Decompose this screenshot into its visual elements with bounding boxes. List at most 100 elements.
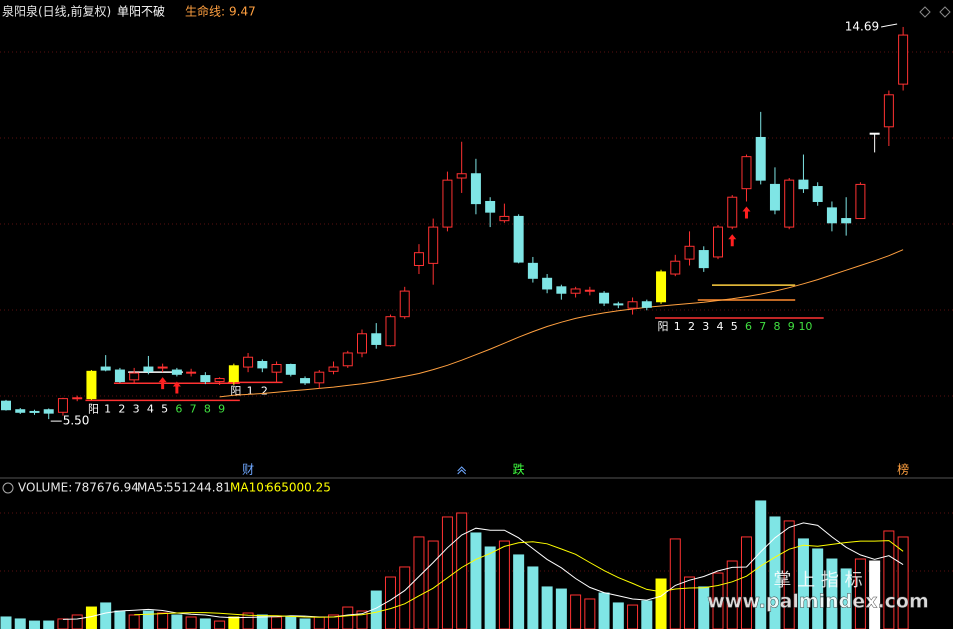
count-label: 9 bbox=[218, 402, 225, 415]
candle-body bbox=[613, 303, 624, 306]
price-annotation: 5.50 bbox=[63, 414, 90, 428]
volume-bar bbox=[71, 614, 83, 629]
volume-bar bbox=[684, 576, 696, 629]
count-label: 1 bbox=[674, 320, 681, 333]
candle-body bbox=[456, 173, 467, 179]
volume-bar bbox=[28, 620, 40, 629]
volume-bar bbox=[527, 566, 539, 629]
volume-value: 787676.94 bbox=[74, 481, 139, 495]
volume-bar bbox=[85, 606, 97, 629]
volume-bar bbox=[755, 500, 767, 629]
candle-body bbox=[670, 260, 681, 275]
candle-body bbox=[200, 375, 211, 383]
candle-body bbox=[271, 363, 282, 373]
candle-body bbox=[243, 356, 254, 368]
volume-bar bbox=[256, 614, 268, 629]
count-label: 4 bbox=[717, 320, 724, 333]
count-label: 2 bbox=[118, 402, 125, 415]
candle-body bbox=[855, 183, 866, 220]
candle-body bbox=[371, 333, 382, 345]
volume-bar bbox=[655, 578, 667, 629]
candle-body bbox=[342, 352, 353, 367]
ma10-label: MA10: bbox=[230, 481, 268, 495]
candle-body bbox=[357, 333, 367, 354]
candle-body bbox=[542, 277, 553, 290]
candle-body bbox=[328, 366, 339, 372]
volume-bar bbox=[413, 536, 425, 629]
candle-body bbox=[826, 207, 837, 224]
volume-bar bbox=[399, 566, 411, 629]
count-label: 3 bbox=[133, 402, 140, 415]
toolbar-icon[interactable] bbox=[939, 6, 951, 18]
candle-body bbox=[599, 292, 610, 304]
volume-bar bbox=[214, 620, 226, 629]
volume-bar bbox=[441, 516, 453, 629]
price-annotation: 14.69 bbox=[845, 19, 879, 33]
candle-body bbox=[713, 226, 723, 258]
volume-bar bbox=[897, 536, 909, 629]
candle-body bbox=[300, 378, 311, 384]
count-label: 3 bbox=[702, 320, 709, 333]
volume-bar bbox=[854, 558, 866, 629]
count-label: 6 bbox=[175, 402, 182, 415]
toolbar-icon[interactable] bbox=[919, 6, 931, 18]
candle-body bbox=[769, 183, 780, 211]
volume-bar bbox=[128, 614, 140, 629]
volume-bar bbox=[513, 554, 525, 629]
candle-body bbox=[684, 245, 695, 260]
volume-bar bbox=[57, 618, 69, 629]
candle-body bbox=[570, 288, 581, 294]
annotation-arrow bbox=[881, 23, 898, 28]
candle-body bbox=[15, 409, 26, 413]
count-label: 阳 bbox=[658, 320, 669, 333]
volume-bar bbox=[342, 606, 354, 629]
count-label: 8 bbox=[773, 320, 780, 333]
event-marker: 跌 bbox=[513, 462, 525, 477]
volume-bar bbox=[157, 612, 169, 629]
volume-bar bbox=[740, 536, 752, 629]
signal-arrow bbox=[728, 234, 737, 247]
count-label: 2 bbox=[688, 320, 695, 333]
volume-bar bbox=[100, 602, 112, 629]
lifeline-value: 9.47 bbox=[229, 5, 256, 19]
candle-body bbox=[442, 179, 453, 228]
panel-menu-icon[interactable] bbox=[2, 482, 14, 494]
candle-body bbox=[385, 316, 396, 347]
volume-bar bbox=[114, 610, 126, 629]
volume-label: VOLUME: bbox=[18, 481, 72, 495]
candle-body bbox=[57, 398, 68, 413]
volume-bar bbox=[328, 614, 340, 629]
candle-body bbox=[499, 215, 510, 222]
volume-bar bbox=[584, 598, 596, 629]
candle-body bbox=[869, 132, 880, 135]
event-icon bbox=[457, 466, 467, 475]
signal-arrow bbox=[172, 381, 181, 394]
candle-body bbox=[72, 397, 83, 400]
count-label: 5 bbox=[731, 320, 738, 333]
ma5-line bbox=[62, 522, 904, 620]
volume-bar bbox=[199, 618, 211, 629]
ma5-label: MA5: bbox=[137, 481, 167, 495]
candle-body bbox=[556, 286, 567, 294]
candle-body bbox=[143, 366, 154, 372]
count-label: 5 bbox=[161, 402, 168, 415]
candle-body bbox=[114, 369, 125, 383]
count-label: 8 bbox=[204, 402, 211, 415]
volume-bar bbox=[171, 614, 183, 629]
volume-bar bbox=[299, 618, 311, 629]
watermark: 掌 上 指 标 bbox=[773, 570, 862, 591]
candle-body bbox=[784, 179, 795, 228]
candle-body bbox=[883, 94, 894, 128]
signal-arrow bbox=[158, 377, 167, 390]
volume-bar bbox=[627, 604, 639, 629]
indicator-name: 单阳不破 bbox=[117, 4, 165, 19]
candle-body bbox=[798, 179, 809, 190]
volume-bar bbox=[641, 600, 653, 629]
candle-body bbox=[656, 271, 667, 303]
lifeline bbox=[219, 249, 904, 398]
volume-bar bbox=[14, 618, 26, 629]
candle-body bbox=[641, 301, 652, 308]
volume-bar bbox=[43, 620, 55, 629]
candle-body bbox=[285, 363, 296, 375]
